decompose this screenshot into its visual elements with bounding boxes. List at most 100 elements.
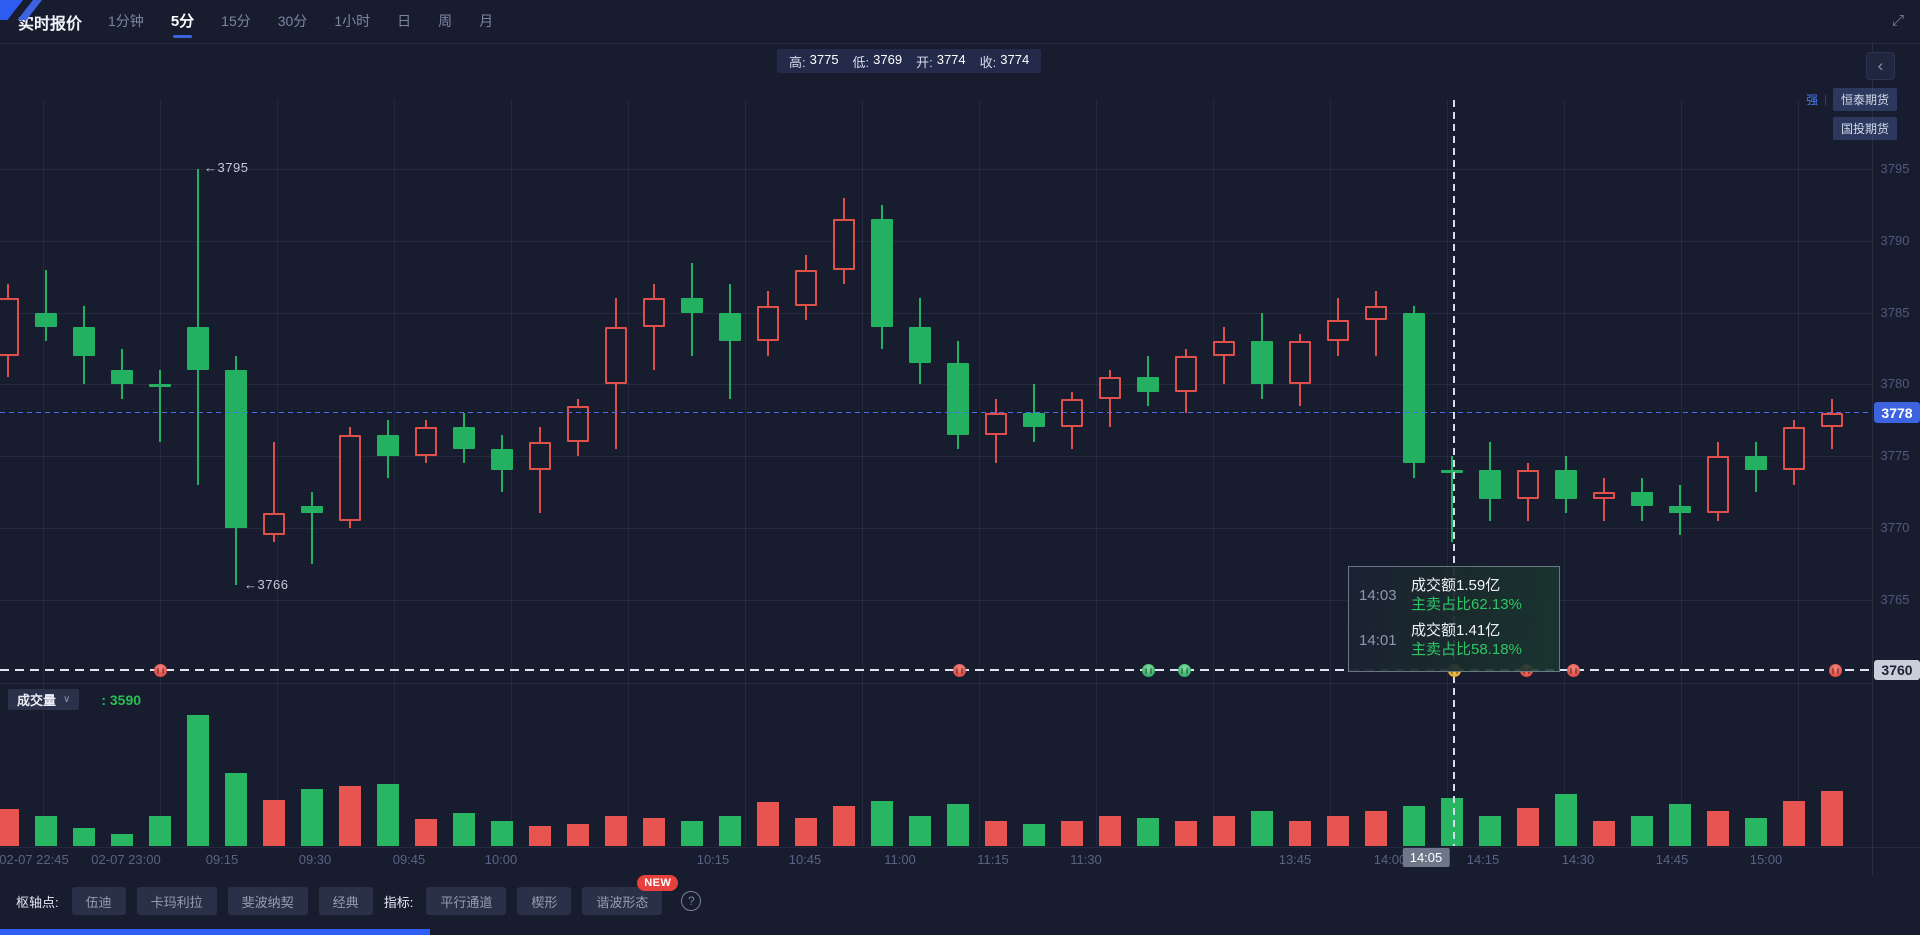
volume-bar[interactable] [1403,806,1425,846]
collapse-panel-button[interactable]: ‹ [1866,52,1895,80]
volume-bar[interactable] [947,804,969,846]
volume-bar[interactable] [1023,824,1045,846]
volume-bar[interactable] [263,800,285,846]
tab-interval-5[interactable]: 1小时 [334,13,371,29]
candle[interactable] [491,448,513,471]
candle[interactable] [871,219,893,328]
candle[interactable] [1365,305,1387,320]
volume-bar[interactable] [73,828,95,846]
volume-bar[interactable] [1213,816,1235,846]
signal-marker-green[interactable] [1178,664,1191,677]
toolbar-button-1-1[interactable]: 伍迪 [71,887,126,915]
volume-bar[interactable] [187,715,209,846]
toolbar-button-1-3[interactable]: 斐波纳契 [227,887,308,915]
toolbar-button-2-2[interactable]: 楔形 [517,887,572,915]
volume-bar[interactable] [1251,811,1273,846]
volume-bar[interactable] [1669,804,1691,846]
candle[interactable] [1441,470,1463,474]
candle[interactable] [1137,377,1159,392]
candle[interactable] [1707,456,1729,514]
candle[interactable] [263,513,285,535]
volume-bar[interactable] [339,786,361,846]
candle[interactable] [833,219,855,270]
candle[interactable] [415,427,437,457]
signal-marker-green[interactable] [1142,664,1155,677]
support-price-line[interactable] [0,669,1872,671]
volume-bar[interactable] [1365,811,1387,846]
candle[interactable] [111,370,133,385]
candle[interactable] [149,384,171,388]
volume-indicator-button[interactable]: 成交量 ∨ [8,689,80,710]
volume-bar[interactable] [1555,794,1577,846]
volume-bar[interactable] [605,816,627,846]
candle[interactable] [73,327,95,356]
candle[interactable] [1175,355,1197,392]
tab-interval-3[interactable]: 15分 [221,13,251,29]
volume-bar[interactable] [1289,821,1311,846]
candle[interactable] [1251,341,1273,385]
tab-interval-6[interactable]: 日 [397,13,412,29]
volume-bar[interactable] [0,809,19,846]
candle[interactable] [301,506,323,514]
volume-bar[interactable] [225,773,247,846]
tab-interval-4[interactable]: 30分 [277,13,308,29]
candle[interactable] [643,298,665,328]
broker-badge-guotou[interactable]: 国投期货 [1832,117,1897,140]
candle[interactable] [225,370,247,528]
volume-bar[interactable] [833,806,855,846]
volume-bar[interactable] [529,826,551,846]
signal-marker-red[interactable] [154,664,167,677]
volume-bar[interactable] [1517,808,1539,846]
signal-marker-red[interactable] [953,664,966,677]
candle[interactable] [453,427,475,449]
volume-bar[interactable] [1441,798,1463,846]
volume-bar[interactable] [1479,816,1501,846]
volume-bar[interactable] [909,816,931,846]
candle[interactable] [909,327,931,363]
volume-bar[interactable] [111,834,133,846]
candle[interactable] [757,305,779,342]
toolbar-button-1-2[interactable]: 卡玛利拉 [136,887,217,915]
toolbar-button-2-3[interactable]: 谐波形态 NEW [582,875,679,915]
signal-marker-red[interactable] [1829,664,1842,677]
volume-bar[interactable] [871,801,893,846]
volume-bar[interactable] [1327,816,1349,846]
volume-bar[interactable] [1137,818,1159,846]
volume-bar[interactable] [301,789,323,846]
candle[interactable] [529,441,551,471]
candle[interactable] [1061,398,1083,428]
volume-bar[interactable] [1821,791,1843,846]
volume-bar[interactable] [149,816,171,846]
candle[interactable] [1517,470,1539,500]
volume-bar[interactable] [415,819,437,846]
candle[interactable] [567,405,589,442]
volume-bar[interactable] [1593,821,1615,846]
candle[interactable] [1213,341,1235,356]
candle[interactable] [1745,456,1767,471]
help-icon[interactable]: ? [681,891,702,911]
volume-bar[interactable] [1631,816,1653,846]
candle[interactable] [1555,470,1577,500]
candle[interactable] [1593,491,1615,500]
volume-bar[interactable] [1099,816,1121,846]
candle[interactable] [187,327,209,371]
candle[interactable] [795,269,817,306]
candle[interactable] [719,312,741,342]
volume-bar[interactable] [719,816,741,846]
tab-interval-8[interactable]: 月 [479,13,494,29]
candle[interactable] [947,362,969,435]
candle[interactable] [1327,319,1349,342]
candle[interactable] [0,298,19,356]
candle[interactable] [1479,470,1501,500]
tab-interval-2[interactable]: 5分 [171,0,194,43]
candle[interactable] [35,312,57,328]
volume-bar[interactable] [795,818,817,846]
volume-bar[interactable] [681,821,703,846]
broker-badge-hengtai[interactable]: 恒泰期货 [1832,88,1897,111]
volume-bar[interactable] [643,818,665,846]
volume-bar[interactable] [1745,818,1767,846]
candle[interactable] [377,434,399,457]
tab-interval-7[interactable]: 周 [438,13,453,29]
signal-marker-red[interactable] [1567,664,1580,677]
candle[interactable] [1289,341,1311,385]
